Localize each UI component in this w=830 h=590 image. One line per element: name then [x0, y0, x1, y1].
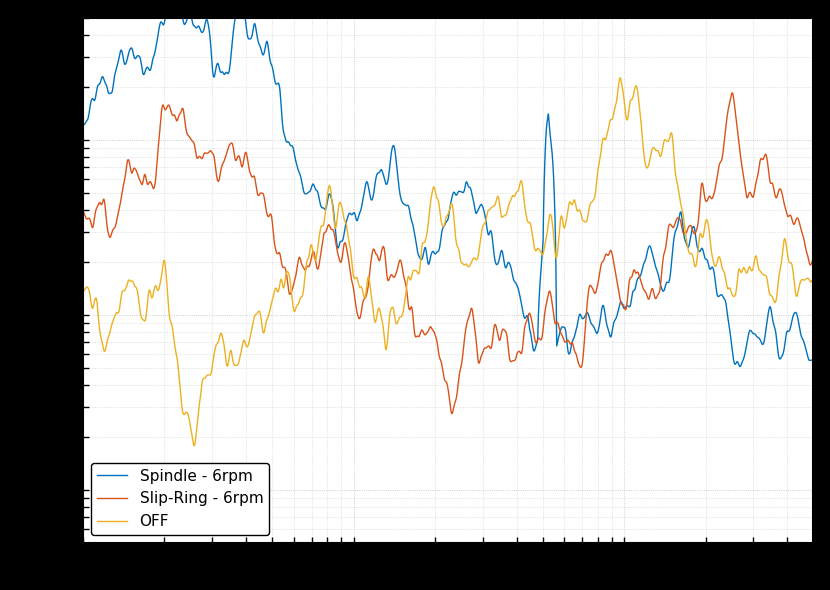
Slip-Ring - 6rpm [447, 410, 457, 417]
OFF [161, 273, 171, 280]
Legend: Spindle - 6rpm, Slip-Ring - 6rpm, OFF: Spindle - 6rpm, Slip-Ring - 6rpm, OFF [90, 463, 270, 535]
Slip-Ring - 6rpm [727, 89, 737, 96]
Spindle - 6rpm [715, 291, 725, 299]
OFF [189, 442, 199, 449]
Slip-Ring - 6rpm [808, 255, 818, 263]
Spindle - 6rpm [390, 148, 400, 155]
Line: Slip-Ring - 6rpm: Slip-Ring - 6rpm [83, 93, 813, 414]
Slip-Ring - 6rpm [205, 148, 215, 155]
Spindle - 6rpm [735, 363, 745, 370]
Slip-Ring - 6rpm [161, 105, 171, 112]
OFF [390, 315, 400, 322]
Spindle - 6rpm [205, 30, 215, 37]
OFF [359, 291, 369, 298]
OFF [205, 372, 215, 379]
Slip-Ring - 6rpm [390, 273, 400, 280]
OFF [794, 281, 804, 289]
Slip-Ring - 6rpm [78, 208, 88, 215]
OFF [78, 288, 88, 295]
Spindle - 6rpm [808, 356, 818, 363]
OFF [615, 74, 625, 81]
Spindle - 6rpm [794, 324, 804, 332]
Spindle - 6rpm [161, 8, 171, 15]
Slip-Ring - 6rpm [715, 159, 725, 166]
OFF [808, 277, 818, 284]
Slip-Ring - 6rpm [358, 298, 368, 305]
Spindle - 6rpm [237, 0, 247, 4]
Spindle - 6rpm [78, 122, 88, 129]
OFF [715, 258, 725, 266]
Line: OFF: OFF [83, 78, 813, 445]
Spindle - 6rpm [359, 194, 369, 201]
Slip-Ring - 6rpm [794, 220, 804, 227]
Line: Spindle - 6rpm: Spindle - 6rpm [83, 1, 813, 366]
